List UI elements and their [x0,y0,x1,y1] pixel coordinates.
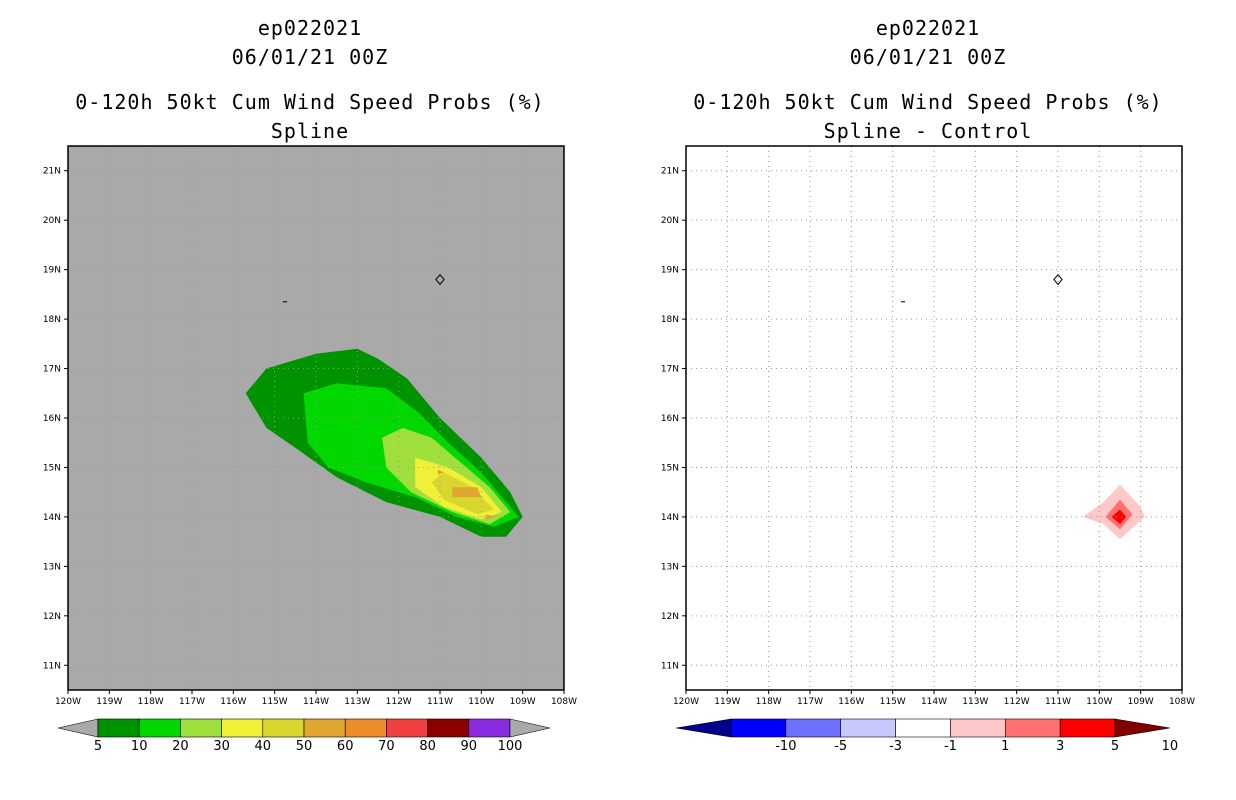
left-y-tick-label: 11N [43,661,61,671]
left-y-tick-label: 12N [43,612,61,622]
right-x-tick-label: 110W [1086,697,1112,707]
right-storm-id: ep022021 [875,16,981,40]
right-y-tick-label: 14N [661,513,679,523]
left-y-tick-label: 21N [43,167,61,177]
right-x-tick-label: 116W [838,697,864,707]
right-y-tick-label: 16N [661,414,679,424]
right-init-time: 06/01/21 00Z [849,45,1007,69]
left-panel-title-block: ep022021 06/01/21 00Z 0-120h 50kt Cum Wi… [60,14,560,146]
right-y-tick-label: 11N [661,661,679,671]
right-plot-background [686,146,1182,690]
right-y-tick-label: 13N [661,562,679,572]
right-y-tick-label: 15N [661,463,679,473]
left-x-tick-label: 115W [262,697,288,707]
left-method-label: Spline [270,119,350,143]
left-init-time: 06/01/21 00Z [231,45,389,69]
left-x-tick-label: 116W [220,697,246,707]
left-y-tick-label: 18N [43,315,61,325]
left-x-tick-label: 117W [179,697,205,707]
right-x-tick-label: 120W [673,697,699,707]
left-contour-region-5 [452,487,482,498]
right-y-tick-label: 20N [661,216,679,226]
right-contour-region-2 [1111,509,1127,525]
right-y-tick-label: 21N [661,167,679,177]
right-x-tick-label: 117W [797,697,823,707]
left-contour-region-6 [485,514,498,520]
left-y-tick-label: 20N [43,216,61,226]
right-x-tick-label: 115W [880,697,906,707]
right-y-tick-label: 12N [661,612,679,622]
left-x-tick-label: 119W [96,697,122,707]
left-contour-region-7 [437,469,445,475]
left-y-tick-label: 13N [43,562,61,572]
right-x-tick-label: 113W [962,697,988,707]
right-product-title: 0-120h 50kt Cum Wind Speed Probs (%) [693,90,1163,114]
left-x-tick-label: 109W [510,697,536,707]
right-x-tick-label: 118W [756,697,782,707]
left-product-title: 0-120h 50kt Cum Wind Speed Probs (%) [75,90,545,114]
right-x-tick-label: 119W [714,697,740,707]
left-x-tick-label: 113W [344,697,370,707]
left-y-tick-label: 14N [43,513,61,523]
right-y-tick-label: 19N [661,266,679,276]
left-x-tick-label: 110W [468,697,494,707]
right-x-tick-label: 109W [1128,697,1154,707]
right-x-tick-label: 111W [1045,697,1071,707]
right-y-tick-label: 18N [661,315,679,325]
left-x-tick-label: 111W [427,697,453,707]
right-x-tick-label: 108W [1169,697,1195,707]
left-y-tick-label: 15N [43,463,61,473]
left-y-tick-label: 17N [43,365,61,375]
left-x-tick-label: 114W [303,697,329,707]
right-y-tick-label: 17N [661,365,679,375]
left-coast-0 [435,273,445,286]
left-x-tick-label: 108W [551,697,577,707]
left-y-tick-label: 16N [43,414,61,424]
left-y-tick-label: 19N [43,266,61,276]
right-x-tick-label: 112W [1004,697,1030,707]
right-method-label: Spline - Control [823,119,1033,143]
right-panel-title-block: ep022021 06/01/21 00Z 0-120h 50kt Cum Wi… [678,14,1178,146]
right-coast-0 [1053,273,1063,286]
left-x-tick-label: 118W [138,697,164,707]
left-storm-id: ep022021 [257,16,363,40]
left-x-tick-label: 120W [55,697,81,707]
right-x-tick-label: 114W [921,697,947,707]
left-x-tick-label: 112W [386,697,412,707]
